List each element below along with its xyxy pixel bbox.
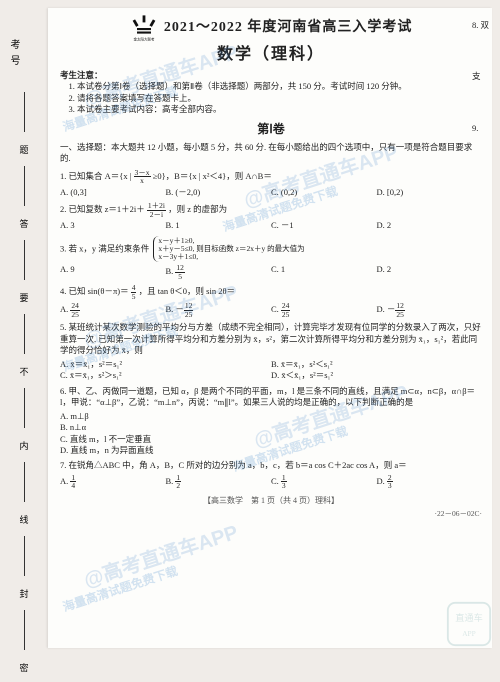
q2-opt-b: B. 1	[166, 220, 272, 231]
question-6: 6. 甲、乙、丙做同一道题，已知 α，β 是两个不同的平面，m，l 是三条不同的…	[60, 386, 482, 457]
q6-stem: 6. 甲、乙、丙做同一道题，已知 α，β 是两个不同的平面，m，l 是三条不同的…	[60, 386, 482, 409]
q7-opt-a: A. 14	[60, 474, 166, 490]
svg-text:金太阳大联考: 金太阳大联考	[133, 37, 154, 42]
binding-spine: 考号 题 答 要 不 内 线 封 密	[6, 20, 42, 630]
notice-item-1: 1. 本试卷分第Ⅰ卷（选择题）和第Ⅱ卷（非选择题）两部分，共 150 分。考试时…	[60, 81, 482, 92]
q6-opt-d: D. 直线 m，n 为异面直线	[60, 445, 482, 456]
q1-opt-b: B. (－2,0)	[166, 187, 272, 198]
footer: 【高三数学 第 1 页（共 4 页）理科】 ·22－06－02C·	[60, 496, 482, 519]
part1-intro: 一、选择题：本大题共 12 小题，每小题 5 分，共 60 分. 在每小题给出的…	[60, 142, 482, 165]
question-4: 4. 已知 sin(θ－π)＝ 45 ，且 tan θ＜0，则 sin 2θ＝ …	[60, 284, 482, 318]
spine-lbl-4: 内	[18, 430, 31, 460]
q4-stem-a: 4. 已知 sin(θ－π)＝	[60, 286, 129, 296]
footer-line: 【高三数学 第 1 页（共 4 页）理科】	[60, 496, 482, 507]
q6-opt-b: B. n⊥α	[60, 422, 482, 433]
q1-opt-a: A. (0,3]	[60, 187, 166, 198]
question-3: 3. 若 x，y 满足约束条件 x－y＋1≥0, x＋y－5≤0, 则目标函数 …	[60, 236, 482, 281]
q7-stem: 7. 在锐角△ABC 中，角 A，B，C 所对的边分别为 a，b，c，若 b＝a…	[60, 460, 482, 471]
spine-lbl-7: 密	[18, 652, 31, 682]
q4-opt-a: A. 2425	[60, 302, 166, 318]
header: 金太阳大联考 2021～2022 年度河南省高三入学考试 数学（理科）	[60, 14, 482, 66]
q5-opt-a: A. x̄＝x̄₁，s²＝s₁²	[60, 359, 271, 370]
q7-opt-d: D. 23	[377, 474, 483, 490]
spine-lbl-0: 题	[18, 134, 31, 164]
q3-opt-c: C. 1	[271, 264, 377, 280]
notice-item-3: 3. 本试卷主要考试内容：高考全部内容。	[60, 104, 482, 115]
q6-opt-a: A. m⊥β	[60, 411, 482, 422]
q7-opt-b: B. 12	[166, 474, 272, 490]
notice-head: 考生注意：	[60, 70, 482, 81]
svg-text:APP: APP	[462, 629, 476, 638]
spine-lbl-1: 答	[18, 208, 31, 238]
q2-opt-c: C. －1	[271, 220, 377, 231]
fraction: 1＋2i2－i	[147, 202, 166, 218]
q5-stem: 5. 某班统计某次数学测验的平均分与方差（成绩不完全相同），计算完毕才发现有位同…	[60, 322, 482, 356]
q1-opt-d: D. [0,2)	[377, 187, 483, 198]
spine-field: 考号	[6, 20, 21, 90]
spine-rule	[24, 92, 25, 132]
q2-opt-a: A. 3	[60, 220, 166, 231]
q5-opt-b: B. x̄＝x̄₁，s²＜s₁²	[271, 359, 482, 370]
q2-stem-a: 2. 已知复数 z＝1＋2i＋	[60, 204, 145, 214]
spine-lbl-5: 线	[18, 504, 31, 534]
q4-stem-b: ，且 tan θ＜0，则 sin 2θ＝	[139, 286, 235, 296]
q4-opt-b: B. －1225	[166, 302, 272, 318]
stamp-icon: 直通车 APP	[446, 601, 492, 647]
q3-opt-a: A. 9	[60, 264, 166, 280]
notice: 考生注意： 1. 本试卷分第Ⅰ卷（选择题）和第Ⅱ卷（非选择题）两部分，共 150…	[60, 70, 482, 116]
question-7: 7. 在锐角△ABC 中，角 A，B，C 所对的边分别为 a，b，c，若 b＝a…	[60, 460, 482, 489]
q5-opt-c: C. x̄＝x̄₁，s²＞s₁²	[60, 370, 271, 381]
q4-opt-d: D. －1225	[377, 302, 483, 318]
spine-lbl-6: 封	[18, 578, 31, 608]
question-2: 2. 已知复数 z＝1＋2i＋ 1＋2i2－i ，则 z 的虚部为 A. 3 B…	[60, 202, 482, 231]
q4-opt-c: C. 2425	[271, 302, 377, 318]
system-brace: x－y＋1≥0, x＋y－5≤0, 则目标函数 z＝2x＋y 的最大值为 x－3…	[153, 236, 306, 263]
svg-text:直通车: 直通车	[455, 612, 483, 623]
q7-opt-c: C. 13	[271, 474, 377, 490]
spine-lbl-3: 不	[18, 356, 31, 386]
right-cutoff: 8. 双 支 9.	[472, 20, 490, 174]
title-sub: 数学（理科）	[60, 44, 482, 66]
footer-code: ·22－06－02C·	[60, 509, 482, 519]
q1-opt-c: C. (0,2)	[271, 187, 377, 198]
q3-stem-a: 3. 若 x，y 满足约束条件	[60, 243, 149, 253]
q3-opt-d: D. 2	[377, 264, 483, 280]
fraction: 3－xx	[134, 169, 151, 185]
publisher-logo-icon: 金太阳大联考	[130, 14, 158, 42]
question-5: 5. 某班统计某次数学测验的平均分与方差（成绩不完全相同），计算完毕才发现有位同…	[60, 322, 482, 381]
q6-opt-c: C. 直线 m，l 不一定垂直	[60, 434, 482, 445]
q1-stem-b: ≥0}，B＝{x | x²＜4}，则 A∩B＝	[153, 171, 272, 181]
question-1: 1. 已知集合 A＝{x | 3－xx ≥0}，B＝{x | x²＜4}，则 A…	[60, 169, 482, 198]
title-main: 2021～2022 年度河南省高三入学考试	[164, 19, 413, 38]
spine-lbl-2: 要	[18, 282, 31, 312]
q3-opt-b: B. 125	[166, 264, 272, 280]
q2-stem-b: ，则 z 的虚部为	[168, 204, 227, 214]
part1-head: 第Ⅰ卷	[60, 121, 482, 137]
q2-opt-d: D. 2	[377, 220, 483, 231]
q1-stem-a: 1. 已知集合 A＝{x |	[60, 171, 131, 181]
exam-page: 金太阳大联考 2021～2022 年度河南省高三入学考试 数学（理科） 考生注意…	[48, 8, 492, 648]
notice-item-2: 2. 请将各题答案填写在答题卡上。	[60, 93, 482, 104]
q5-opt-d: D. x̄＜x̄₁，s²＝s₁²	[271, 370, 482, 381]
